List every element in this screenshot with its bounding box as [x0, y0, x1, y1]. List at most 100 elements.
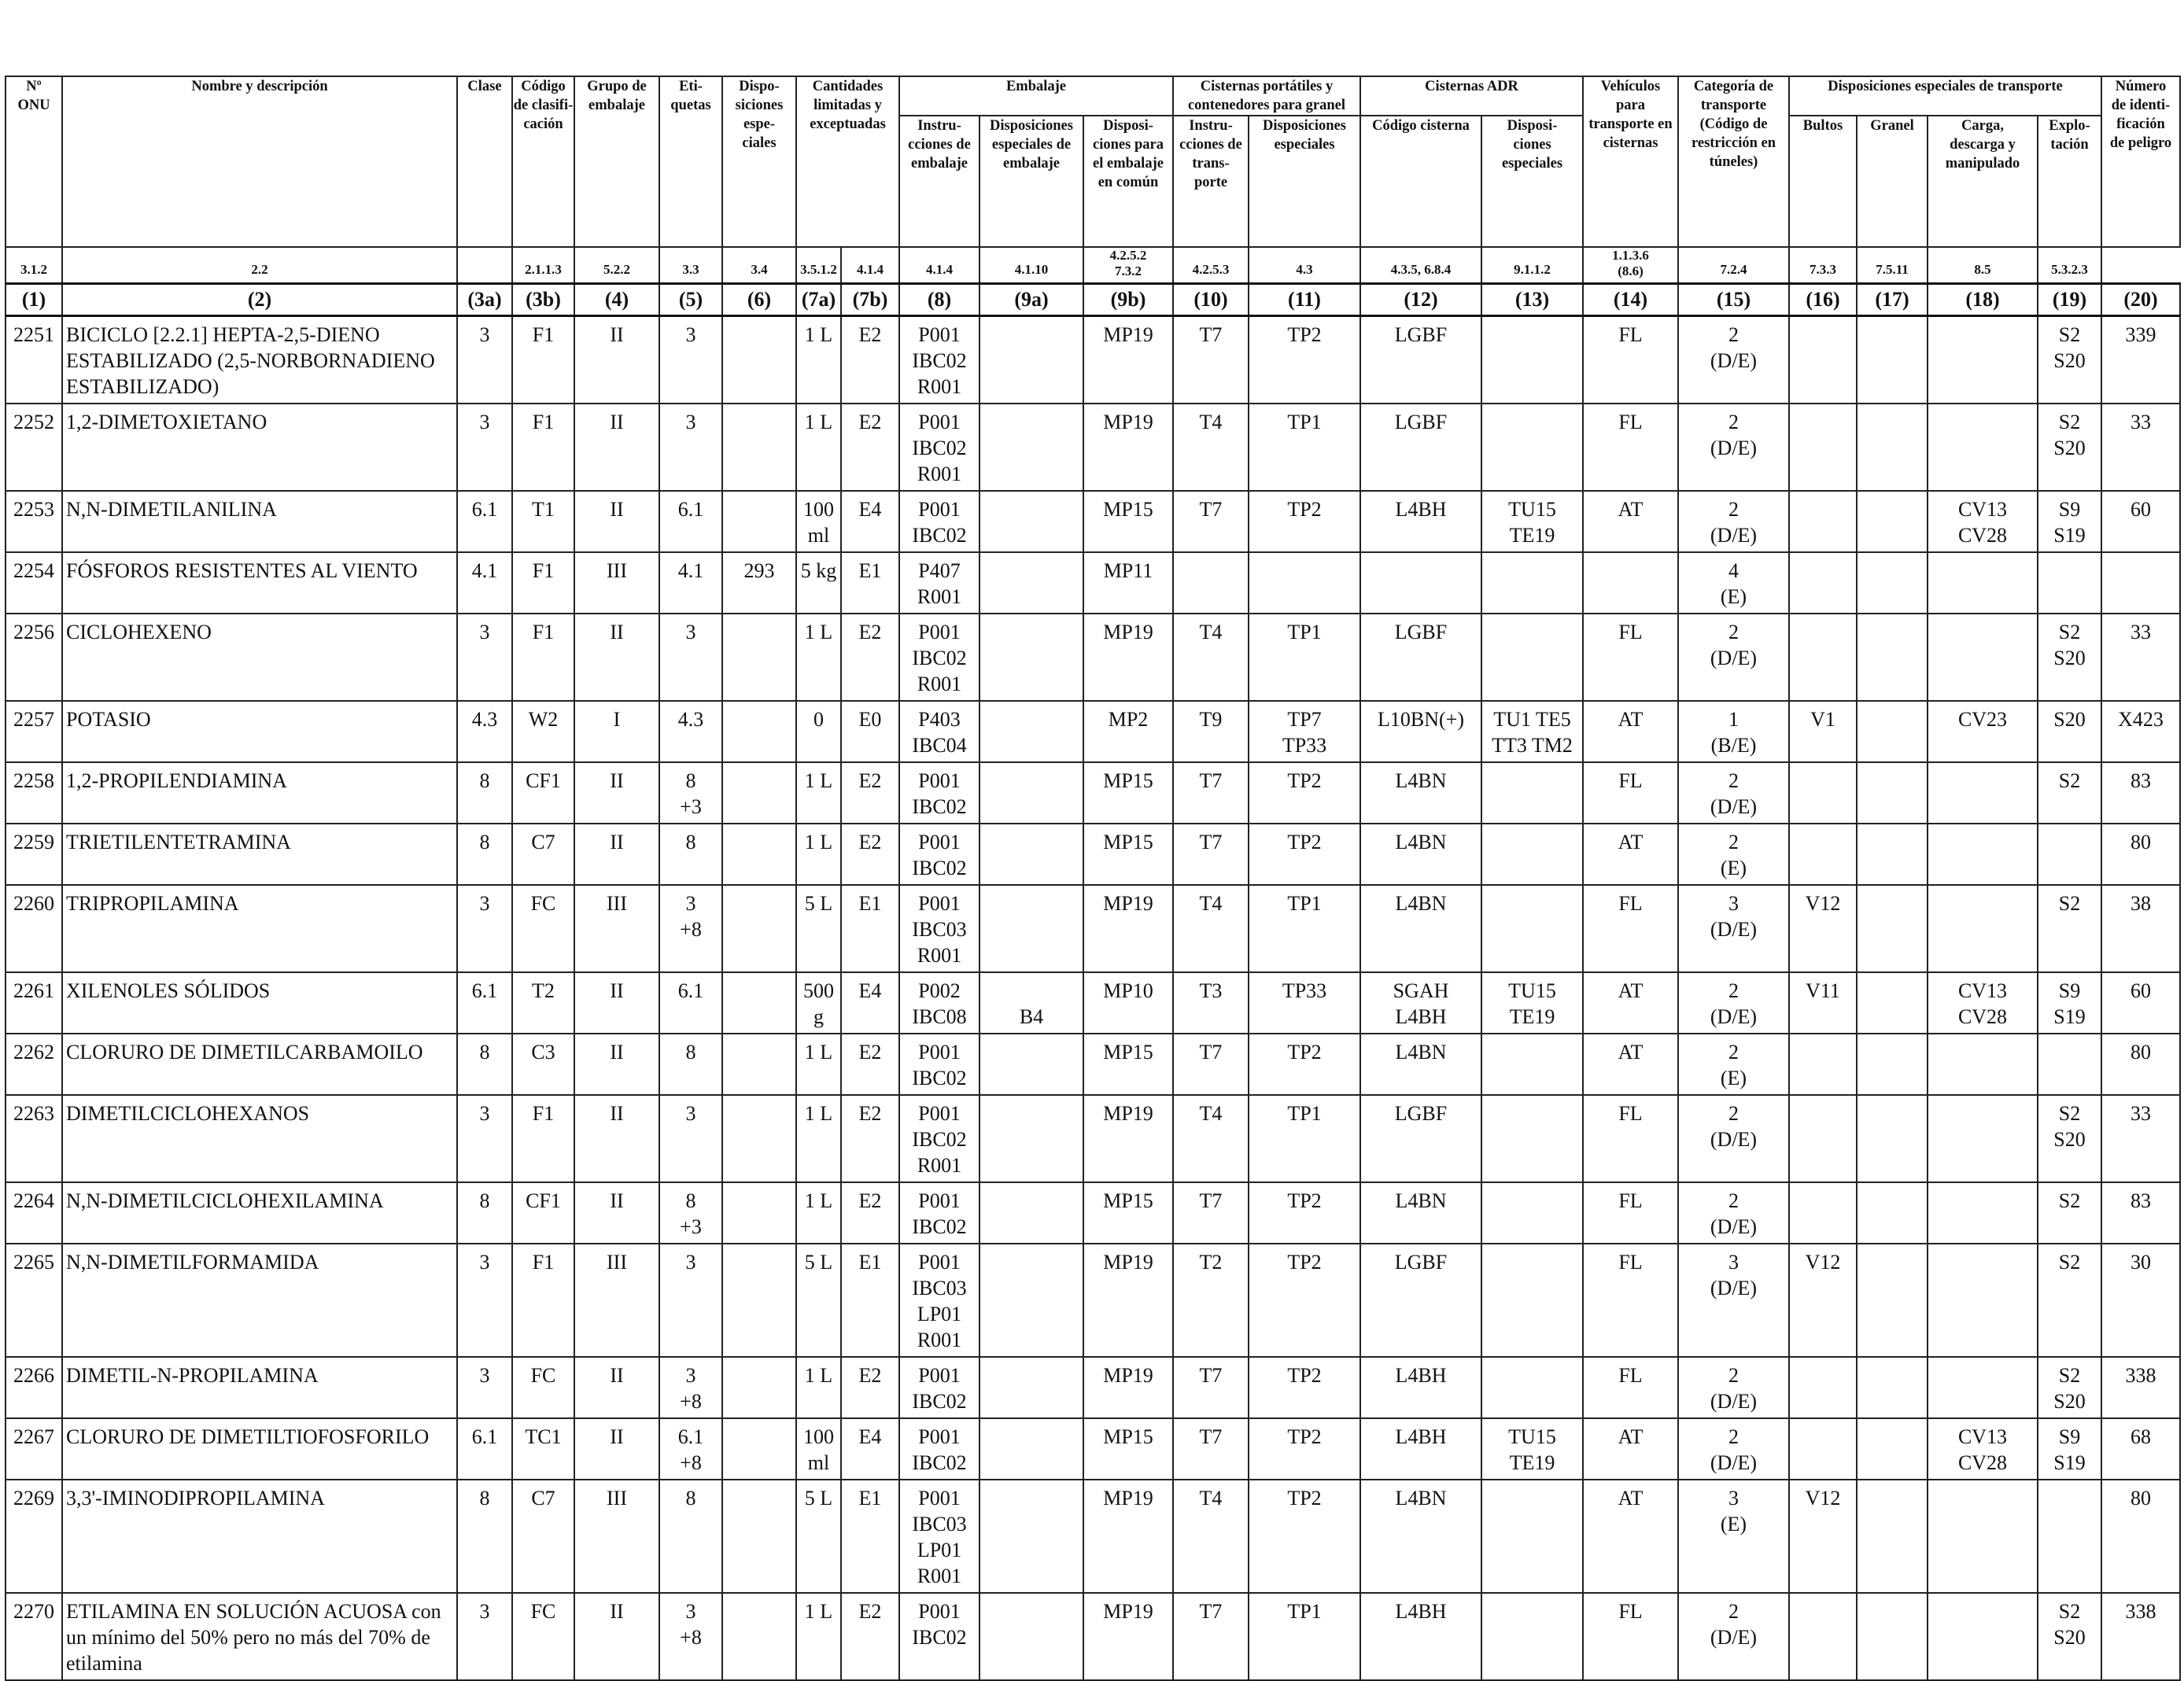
table-cell: III	[574, 884, 660, 973]
substance-name: N,N-DIMETILANILINA	[61, 490, 458, 553]
table-cell: 5 L	[795, 1479, 842, 1594]
table-cell: II	[574, 1356, 660, 1419]
substance-name: TRIPROPILAMINA	[61, 884, 458, 973]
onu-number: 2254	[5, 551, 63, 614]
table-cell	[1788, 315, 1858, 404]
column-number: (10)	[1172, 282, 1249, 317]
table-cell: 3	[456, 1243, 513, 1358]
table-cell: MP15	[1083, 1033, 1174, 1096]
table-cell: P001 IBC02	[898, 1181, 980, 1244]
table-cell	[979, 490, 1084, 553]
section-ref-cell: 5.2.2	[574, 246, 660, 285]
table-cell: 80	[2101, 1033, 2181, 1096]
table-cell: II	[574, 315, 660, 404]
header-embalaje: Embalaje	[898, 76, 1174, 116]
table-cell: AT	[1582, 1033, 1679, 1096]
table-cell: LGBF	[1359, 315, 1482, 404]
table-cell: TP2	[1248, 823, 1361, 886]
table-cell: E4	[840, 971, 900, 1034]
table-cell: MP15	[1083, 1181, 1174, 1244]
section-ref-cell: 3.1.2	[5, 246, 63, 285]
table-cell: 1 L	[795, 1033, 842, 1096]
substance-name: CICLOHEXENO	[61, 613, 458, 702]
table-cell: TP2	[1248, 1356, 1361, 1419]
table-cell: F1	[511, 613, 575, 702]
table-cell: AT	[1582, 1417, 1679, 1480]
substance-name: N,N-DIMETILCICLOHEXILAMINA	[61, 1181, 458, 1244]
header-onu: Nº ONU	[5, 76, 63, 248]
table-cell: C7	[511, 1479, 575, 1594]
table-cell	[1481, 613, 1584, 702]
table-cell	[1927, 884, 2038, 973]
table-cell: P001 IBC02 R001	[898, 613, 980, 702]
table-cell	[721, 971, 797, 1034]
table-cell	[1927, 1592, 2038, 1681]
table-cell: T4	[1172, 884, 1249, 973]
table-cell: C3	[511, 1033, 575, 1096]
table-cell: 5 kg	[795, 551, 842, 614]
table-row: 2254 FÓSFOROS RESISTENTES AL VIENTO 4.1 F1 I…	[5, 551, 2181, 614]
table-cell	[721, 1356, 797, 1419]
table-cell	[979, 1094, 1084, 1183]
column-number: (11)	[1248, 282, 1361, 317]
table-cell: E1	[840, 1479, 900, 1594]
table-cell	[1788, 1181, 1858, 1244]
table-cell: 3 +8	[659, 884, 723, 973]
table-row: 2270 ETILAMINA EN SOLUCIÓN ACUOSA con un …	[5, 1592, 2181, 1681]
table-cell: T3	[1172, 971, 1249, 1034]
table-cell: II	[574, 490, 660, 553]
table-cell	[1481, 1033, 1584, 1096]
table-cell: E4	[840, 1417, 900, 1480]
table-cell: 80	[2101, 1479, 2181, 1594]
table-cell	[1788, 403, 1858, 492]
table-cell: 2 (D/E)	[1677, 1181, 1790, 1244]
table-cell	[721, 1033, 797, 1096]
table-cell: 293	[721, 551, 797, 614]
table-cell: TU15 TE19	[1481, 490, 1584, 553]
table-cell: L4BH	[1359, 1356, 1482, 1419]
section-ref-cell: 3.3	[659, 246, 723, 285]
table-cell: L4BN	[1359, 1033, 1482, 1096]
table-cell: P001 IBC02	[898, 823, 980, 886]
table-cell	[979, 1356, 1084, 1419]
table-cell: II	[574, 971, 660, 1034]
table-cell: E0	[840, 700, 900, 763]
table-cell: TP1	[1248, 884, 1361, 973]
table-cell: II	[574, 1417, 660, 1480]
table-cell: 3 +8	[659, 1356, 723, 1419]
table-cell: E2	[840, 1094, 900, 1183]
onu-number: 2251	[5, 315, 63, 404]
table-cell: F1	[511, 1094, 575, 1183]
table-cell: 38	[2101, 884, 2181, 973]
table-cell: C7	[511, 823, 575, 886]
table-cell: E2	[840, 403, 900, 492]
substance-name: BICICLO [2.2.1] HEPTA-2,5-DIENO ESTABILI…	[61, 315, 458, 404]
table-cell	[1927, 761, 2038, 824]
table-cell: II	[574, 403, 660, 492]
table-cell: L4BN	[1359, 884, 1482, 973]
table-cell: FL	[1582, 613, 1679, 702]
table-cell: L4BN	[1359, 1479, 1482, 1594]
table-cell: 33	[2101, 613, 2181, 702]
onu-number: 2265	[5, 1243, 63, 1358]
table-cell	[1481, 1592, 1584, 1681]
table-row: 2267 CLORURO DE DIMETILTIOFOSFORILO 6.1 TC1…	[5, 1417, 2181, 1480]
table-cell: MP15	[1083, 1417, 1174, 1480]
column-number: (7b)	[840, 282, 900, 317]
table-cell: L10BN(+)	[1359, 700, 1482, 763]
table-cell: T4	[1172, 613, 1249, 702]
table-cell: E4	[840, 490, 900, 553]
header-codigo: Código de clasifi- cación	[511, 76, 575, 248]
table-cell	[721, 761, 797, 824]
table-cell: MP15	[1083, 823, 1174, 886]
onu-number: 2256	[5, 613, 63, 702]
onu-number: 2267	[5, 1417, 63, 1480]
table-cell: TP2	[1248, 1479, 1361, 1594]
table-cell	[1927, 823, 2038, 886]
table-cell	[979, 1243, 1084, 1358]
table-cell	[1927, 1181, 2038, 1244]
table-cell	[1856, 315, 1928, 404]
table-cell: 1 L	[795, 403, 842, 492]
table-cell	[1248, 551, 1361, 614]
table-cell: FL	[1582, 1243, 1679, 1358]
